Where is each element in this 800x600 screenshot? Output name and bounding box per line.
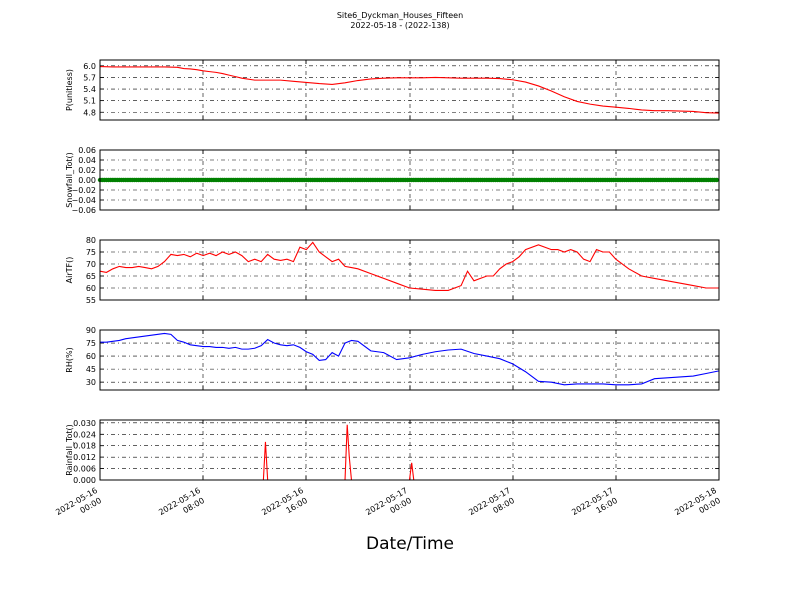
y-tick-label: 0.006	[73, 465, 96, 474]
y-tick-label: 5.1	[83, 97, 96, 106]
chart-subtitle: 2022-05-18 - (2022-138)	[350, 21, 450, 30]
y-tick-label: 4.8	[83, 108, 96, 117]
panel-frame	[99, 239, 720, 301]
y-tick-label: 0.02	[78, 166, 96, 175]
y-tick-label: 0.018	[73, 442, 96, 451]
y-tick-label: 6.0	[83, 62, 96, 71]
y-tick-label: 75	[86, 339, 96, 348]
y-axis-label: AirTF()	[65, 257, 74, 284]
y-tick-label: 55	[86, 296, 96, 305]
y-tick-label: 60	[86, 352, 96, 361]
panel-frame	[99, 329, 720, 391]
y-tick-label: −0.06	[71, 206, 96, 215]
series-line	[100, 332, 720, 386]
y-tick-label: 30	[86, 378, 96, 387]
x-axis-label: Date/Time	[366, 534, 454, 554]
panel-frame	[99, 149, 720, 211]
y-tick-label: 5.4	[83, 85, 96, 94]
y-tick-label: 45	[86, 365, 96, 374]
y-tick-label: 5.7	[83, 73, 96, 82]
y-tick-label: 0.030	[73, 419, 96, 428]
y-tick-label: 0.000	[73, 476, 96, 485]
y-tick-label: 75	[86, 248, 96, 257]
y-tick-label: 0.024	[73, 430, 96, 439]
snowfall-marker	[714, 177, 720, 183]
y-tick-label: 0.00	[78, 176, 96, 185]
y-tick-label: 90	[86, 326, 96, 335]
series-line	[99, 241, 719, 291]
y-tick-label: 80	[86, 236, 96, 245]
y-axis-label: Snowfall_Tot()	[65, 152, 74, 208]
y-tick-label: 0.012	[73, 453, 96, 462]
y-tick-label: 60	[86, 284, 96, 293]
panel-frame	[99, 59, 720, 121]
series-line	[100, 424, 719, 481]
y-axis-label: P(unitless)	[65, 69, 74, 111]
y-axis-label: Rainfall_Tot()	[65, 424, 74, 476]
series-line	[99, 66, 720, 114]
chart-title: Site6_Dyckman_Houses_Fifteen	[336, 11, 464, 20]
y-tick-label: −0.04	[71, 196, 96, 205]
y-tick-label: 70	[86, 260, 96, 269]
y-tick-label: 0.06	[78, 146, 96, 155]
y-axis-label: RH(%)	[65, 347, 74, 372]
panel-frame	[99, 419, 720, 481]
y-tick-label: 0.04	[78, 156, 96, 165]
y-tick-label: 65	[86, 272, 96, 281]
y-tick-label: −0.02	[71, 186, 96, 195]
